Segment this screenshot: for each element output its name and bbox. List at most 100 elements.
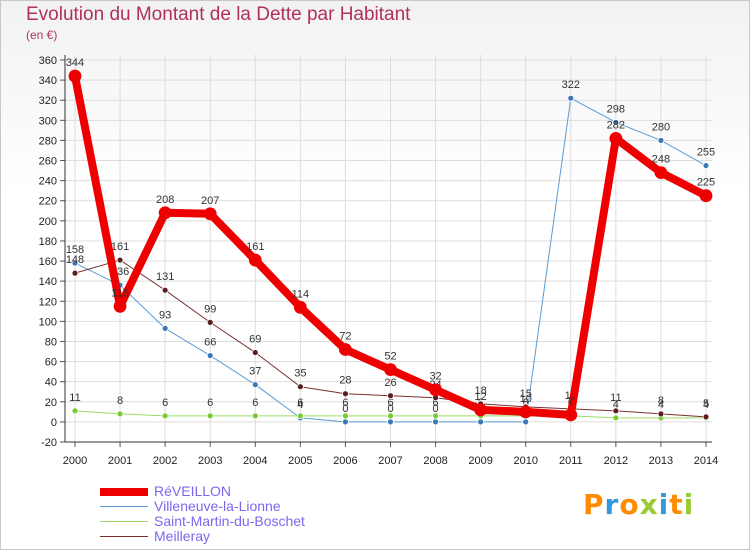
data-point-r-veillon	[384, 363, 397, 377]
data-label-saint-martin-du-boschet: 6	[252, 397, 258, 409]
logo-letter: i	[683, 488, 695, 521]
data-label-r-veillon: 208	[156, 194, 174, 206]
data-point-saint-martin-du-boschet	[206, 412, 214, 420]
legend-swatch-villeneuve	[100, 506, 148, 507]
data-point-r-veillon	[609, 132, 623, 145]
data-label-r-veillon: 344	[66, 57, 84, 69]
data-label-saint-martin-du-boschet: 6	[342, 397, 348, 409]
y-tick-label: 140	[39, 276, 57, 288]
data-label-saint-martin-du-boschet: 6	[433, 397, 439, 409]
y-tick-label: -20	[41, 437, 57, 449]
data-label-saint-martin-du-boschet: 6	[162, 397, 168, 409]
y-tick-label: 0	[51, 417, 57, 429]
data-label-r-veillon: 114	[292, 288, 310, 300]
y-tick-label: 260	[39, 156, 57, 168]
y-tick-label: 340	[39, 75, 57, 87]
data-point-villeneuve-la-lionne	[206, 352, 214, 359]
data-point-meilleray	[206, 318, 214, 326]
y-tick-label: 180	[39, 236, 57, 248]
data-label-meilleray: 69	[249, 334, 261, 346]
data-point-meilleray	[251, 349, 259, 356]
data-label-r-veillon: 115	[111, 287, 129, 299]
data-point-villeneuve-la-lionne	[432, 418, 439, 426]
data-label-villeneuve-la-lionne: 4	[297, 399, 303, 411]
data-point-r-veillon	[293, 300, 307, 314]
data-point-saint-martin-du-boschet	[71, 407, 79, 415]
data-point-meilleray	[296, 383, 304, 391]
data-label-meilleray: 99	[204, 303, 216, 315]
x-tick-label: 2010	[513, 455, 537, 467]
data-point-r-veillon	[248, 253, 262, 267]
data-point-villeneuve-la-lionne	[477, 418, 485, 426]
data-point-saint-martin-du-boschet	[296, 412, 304, 420]
data-label-saint-martin-du-boschet: 6	[207, 397, 213, 409]
x-tick-label: 2011	[559, 455, 583, 467]
data-label-villeneuve-la-lionne: 93	[159, 309, 171, 321]
data-label-meilleray: 148	[66, 254, 84, 266]
data-label-meilleray: 8	[658, 395, 664, 407]
y-tick-label: 280	[39, 135, 57, 147]
data-label-meilleray: 18	[475, 385, 487, 397]
logo-letter: P	[583, 488, 605, 521]
logo-letter: t	[669, 488, 684, 521]
data-point-r-veillon	[654, 166, 668, 179]
logo-letter: r	[604, 488, 620, 521]
legend-swatch-saint-martin	[100, 521, 148, 522]
x-tick-label: 2001	[108, 455, 132, 467]
y-tick-label: 40	[45, 377, 57, 389]
data-label-saint-martin-du-boschet: 4	[703, 399, 709, 411]
data-label-meilleray: 11	[610, 392, 621, 404]
data-label-meilleray: 35	[294, 368, 306, 380]
data-point-villeneuve-la-lionne	[71, 259, 79, 267]
legend-label: RéVEILLON	[154, 483, 232, 499]
y-tick-label: 160	[39, 256, 57, 268]
data-label-r-veillon: 52	[384, 351, 396, 363]
data-label-r-veillon: 12	[475, 391, 487, 403]
data-point-meilleray	[612, 407, 620, 415]
data-point-r-veillon	[564, 408, 578, 422]
data-point-saint-martin-du-boschet	[612, 414, 620, 422]
data-point-r-veillon	[339, 343, 352, 356]
data-point-saint-martin-du-boschet	[251, 412, 259, 420]
data-point-r-veillon	[474, 403, 488, 417]
x-tick-label: 2005	[288, 455, 312, 467]
data-point-r-veillon	[519, 405, 533, 419]
data-label-r-veillon: 10	[520, 393, 532, 405]
data-label-r-veillon: 72	[339, 331, 351, 343]
line-chart: 3603403203002802602402202001801601401201…	[39, 55, 718, 467]
data-label-r-veillon: 161	[246, 241, 264, 253]
data-label-saint-martin-du-boschet: 8	[117, 395, 123, 407]
y-tick-label: 120	[39, 296, 57, 308]
logo-letter: i	[658, 488, 670, 521]
data-label-saint-martin-du-boschet: 6	[297, 397, 303, 409]
data-label-r-veillon: 207	[201, 195, 219, 207]
data-label-meilleray: 5	[703, 398, 709, 410]
x-tick-label: 2002	[153, 455, 177, 467]
data-point-meilleray	[387, 392, 394, 400]
data-point-saint-martin-du-boschet	[432, 412, 439, 420]
data-point-meilleray	[702, 413, 710, 421]
data-point-villeneuve-la-lionne	[251, 381, 259, 389]
data-label-villeneuve-la-lionne: 0	[387, 403, 393, 415]
data-label-r-veillon: 32	[429, 371, 441, 383]
y-tick-label: 60	[45, 357, 57, 369]
data-point-villeneuve-la-lionne	[657, 137, 665, 144]
x-tick-label: 2013	[649, 455, 673, 467]
data-point-saint-martin-du-boschet	[387, 412, 394, 420]
data-label-r-veillon: 225	[697, 177, 715, 189]
y-tick-label: 80	[45, 336, 57, 348]
y-tick-label: 320	[39, 95, 57, 107]
chart-unit-label: (en €)	[26, 28, 58, 42]
data-point-villeneuve-la-lionne	[387, 418, 394, 426]
data-label-villeneuve-la-lionne: 37	[249, 366, 261, 378]
data-label-r-veillon: 248	[652, 154, 670, 166]
chart-title: Evolution du Montant de la Dette par Hab…	[26, 4, 411, 25]
data-label-meilleray: 15	[520, 388, 532, 400]
x-tick-label: 2003	[198, 455, 222, 467]
data-label-villeneuve-la-lionne: 322	[562, 79, 580, 91]
x-tick-label: 2004	[243, 455, 267, 467]
data-point-villeneuve-la-lionne	[702, 162, 710, 169]
legend-swatch-reveillon	[100, 488, 148, 496]
data-point-r-veillon	[113, 299, 127, 313]
